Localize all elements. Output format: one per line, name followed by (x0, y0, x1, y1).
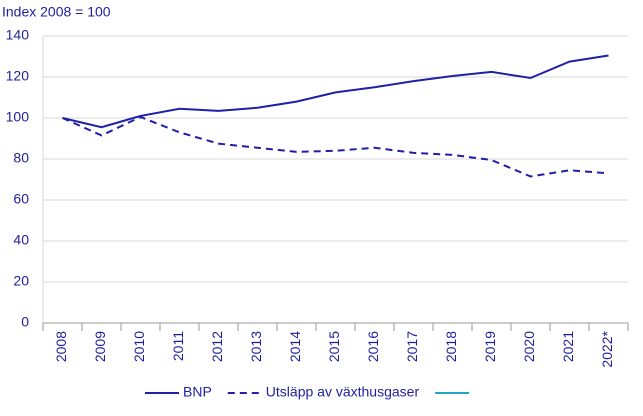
x-tick-label: 2016 (365, 331, 381, 362)
x-tick-label: 2009 (92, 331, 108, 362)
y-tick-label: 40 (13, 232, 29, 248)
x-tick-label: 2012 (209, 331, 225, 362)
y-tick-label: 20 (13, 273, 29, 289)
x-tick-label: 2021 (560, 331, 576, 362)
x-tick-label: 2008 (53, 331, 69, 362)
y-tick-label: 140 (6, 27, 30, 43)
x-tick-label: 2011 (170, 331, 186, 361)
x-tick-label: 2022* (599, 330, 615, 367)
x-tick-label: 2013 (248, 331, 264, 362)
x-tick-label: 2014 (287, 331, 303, 362)
y-tick-label: 120 (6, 68, 30, 84)
x-tick-label: 2019 (482, 331, 498, 362)
legend-label: Utsläpp av växthusgaser (266, 384, 420, 400)
y-tick-label: 100 (6, 109, 30, 125)
legend-label: BNP (183, 384, 212, 400)
y-tick-label: 80 (13, 150, 29, 166)
x-tick-label: 2010 (131, 331, 147, 362)
series-line (62, 115, 609, 178)
x-tick-label: 2015 (326, 331, 342, 362)
x-tick-label: 2020 (521, 331, 537, 362)
y-tick-label: 0 (21, 314, 29, 330)
y-tick-label: 60 (13, 191, 29, 207)
y-axis-label: Index 2008 = 100 (2, 4, 111, 20)
x-tick-label: 2017 (404, 331, 420, 362)
x-tick-label: 2018 (443, 331, 459, 362)
series-line (62, 54, 609, 129)
